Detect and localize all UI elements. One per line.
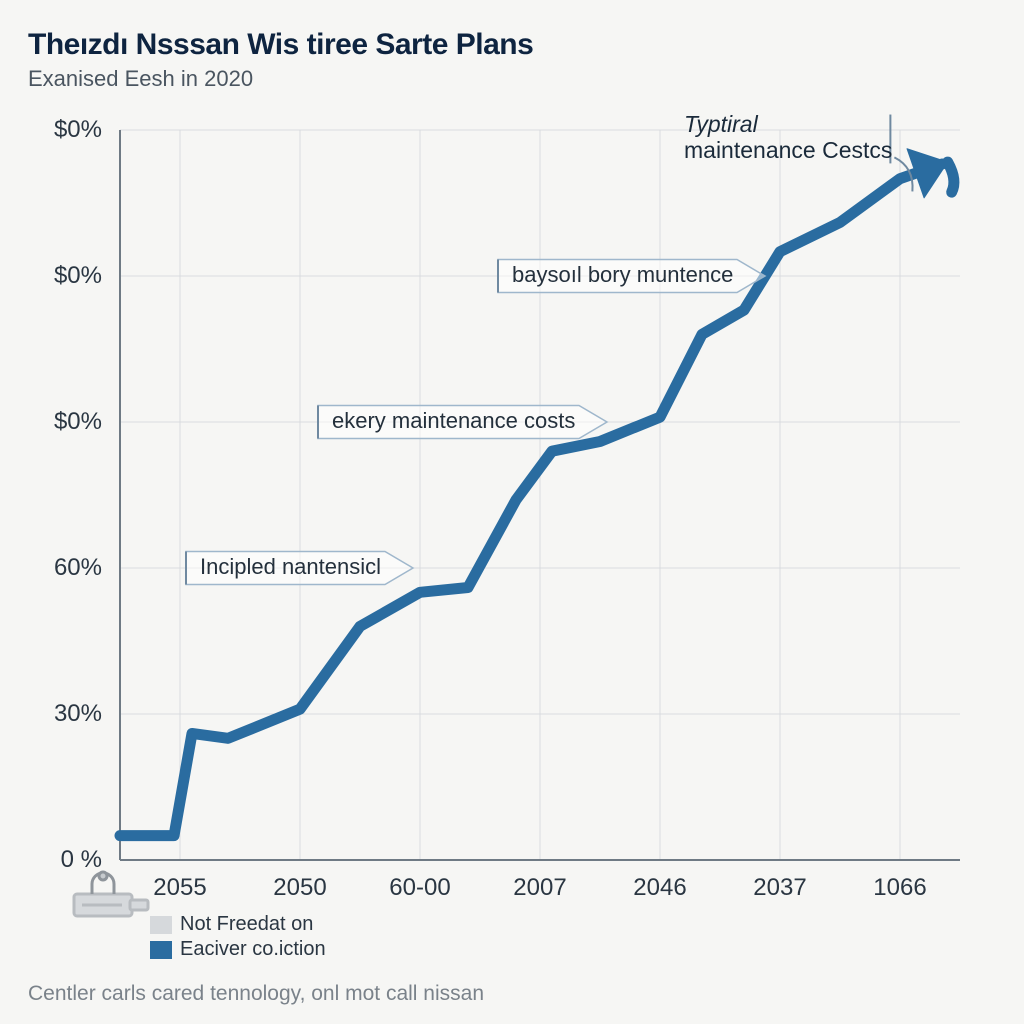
x-tick-label: 2037: [753, 874, 806, 902]
top-annotation-line1: Typtiral: [684, 111, 758, 137]
x-tick-label: 2055: [153, 874, 206, 902]
footer-text: Centler carls cared tennology, onl mot c…: [28, 982, 484, 1006]
legend-label: Eaciver co.iction: [180, 937, 326, 962]
x-tick-label: 2050: [273, 874, 326, 902]
y-tick-label: 60%: [0, 554, 102, 582]
legend-label: Not Freedat on: [180, 912, 313, 937]
y-tick-label: 30%: [0, 700, 102, 728]
y-tick-label: $0%: [0, 408, 102, 436]
legend-item: Eaciver co.iction: [150, 937, 326, 962]
top-annotation-line2: maintenance Cestcs: [684, 137, 892, 163]
lock-icon: [72, 866, 150, 931]
chart-annotation: baysoıl bory muntence: [504, 260, 743, 290]
legend-swatch: [150, 941, 172, 959]
y-tick-label: $0%: [0, 116, 102, 144]
legend-item: Not Freedat on: [150, 912, 326, 937]
legend-swatch: [150, 916, 172, 934]
chart-annotation: Incipled nantensicl: [192, 552, 391, 582]
x-tick-label: 2046: [633, 874, 686, 902]
chart-annotation: ekery maintenance costs: [324, 406, 585, 436]
x-tick-label: 1066: [873, 874, 926, 902]
y-tick-label: 0 %: [0, 846, 102, 874]
top-annotation: Typtiral maintenance Cestcs: [684, 111, 892, 164]
legend: Not Freedat onEaciver co.iction: [150, 912, 326, 962]
x-tick-label: 60-00: [389, 874, 450, 902]
x-tick-label: 2007: [513, 874, 566, 902]
y-tick-label: $0%: [0, 262, 102, 290]
